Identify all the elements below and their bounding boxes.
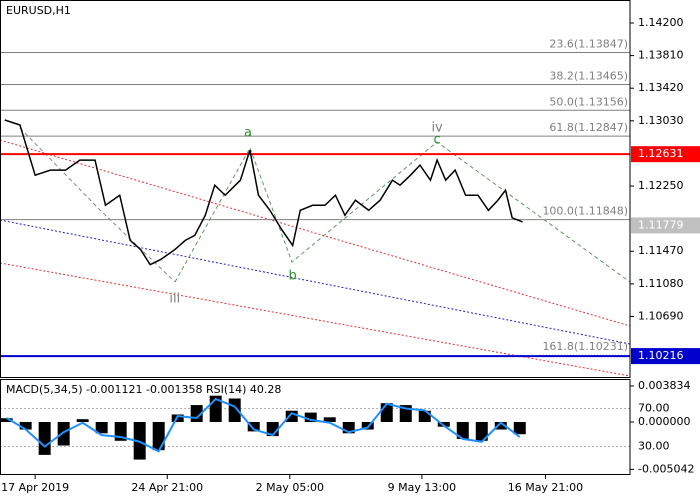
y-tick-label: 1.13810: [638, 49, 684, 62]
macd-bar: [152, 422, 165, 451]
x-tick-label: 9 May 13:00: [388, 481, 456, 494]
rsi-line: [6, 397, 521, 453]
macd-bar: [285, 410, 298, 423]
x-tick-label: 17 Apr 2019: [1, 481, 69, 494]
macd-bar: [361, 422, 374, 430]
extension-label: 161.8(1.10231): [542, 340, 628, 353]
symbol-label: EURUSD,H1: [6, 4, 71, 17]
y-tick-label: 1.11080: [638, 277, 684, 290]
plot-area: 23.6(1.13847) 38.2(1.13465) 50.0(1.13156) 6…: [0, 38, 630, 460]
channel-line: [0, 139, 631, 327]
y-tick-label: 0.000000: [638, 415, 691, 428]
wave-label: c: [434, 133, 441, 148]
indicator-label: MACD(5,34,5) -0.001121 -0.001358 RSI(14)…: [6, 383, 281, 396]
x-tick-label: 16 May 21:00: [508, 481, 583, 494]
macd-bar: [19, 422, 32, 430]
wave-label: iv: [431, 121, 443, 136]
wave-line: [174, 141, 631, 283]
fib-level-label: 61.8(1.12847): [549, 121, 628, 134]
macd-bar: [418, 410, 431, 423]
macd-bar: [57, 422, 70, 446]
indicator-frame: [0, 379, 631, 475]
y-tick-label: -0.005042: [638, 462, 694, 475]
fib-level-label: 100.0(1.11848): [542, 205, 628, 218]
y-tick-label: 0.003834: [638, 379, 691, 392]
price-line: [4, 119, 523, 266]
macd-bar: [247, 422, 260, 432]
macd-bar: [323, 417, 336, 423]
fib-level-label: 38.2(1.13465): [549, 69, 628, 82]
macd-bar: [513, 422, 526, 435]
level-label: 1.10216: [638, 349, 684, 362]
y2-tick-label: 30.00: [638, 440, 670, 453]
level-label: 1.12631: [638, 147, 684, 160]
y-tick-label: 1.14200: [638, 16, 684, 29]
y-tick-label: 1.10690: [638, 309, 684, 322]
wave-line: [19, 127, 176, 283]
x-tick-label: 2 May 05:00: [256, 481, 324, 494]
y2-tick-label: 70.00: [638, 402, 670, 415]
level-tag: [631, 348, 700, 365]
y-tick-label: 1.13420: [638, 81, 684, 94]
macd-bar: [456, 422, 469, 439]
y-tick-label: 1.13030: [638, 114, 684, 127]
macd-bar: [0, 418, 13, 423]
macd-bar: [76, 419, 89, 423]
macd-bar: [342, 422, 355, 434]
channel-line: [0, 219, 631, 345]
macd-bar: [38, 422, 51, 455]
macd-bar: [475, 422, 488, 441]
y-tick-label: 1.11470: [638, 244, 684, 257]
wave-label: a: [244, 126, 252, 141]
macd-bar: [171, 414, 184, 423]
fib-level-label: 23.6(1.13847): [549, 38, 628, 51]
y-tick-label: 1.12250: [638, 179, 684, 192]
macd-bar: [380, 403, 393, 423]
channel-line: [0, 262, 631, 377]
fib-level-label: 50.0(1.13156): [549, 95, 628, 108]
price-frame: [0, 0, 631, 378]
wave-label: iii: [169, 291, 180, 306]
x-tick-label: 24 Apr 21:00: [131, 481, 203, 494]
macd-bar: [95, 422, 108, 434]
macd-bar: [494, 422, 507, 430]
wave-label: b: [289, 268, 297, 283]
macd-bar: [304, 412, 317, 423]
level-tag: [631, 146, 700, 163]
current-price-tag: [631, 217, 700, 234]
current-price-label: 1.11779: [638, 218, 684, 231]
channel-lines: [0, 127, 631, 377]
